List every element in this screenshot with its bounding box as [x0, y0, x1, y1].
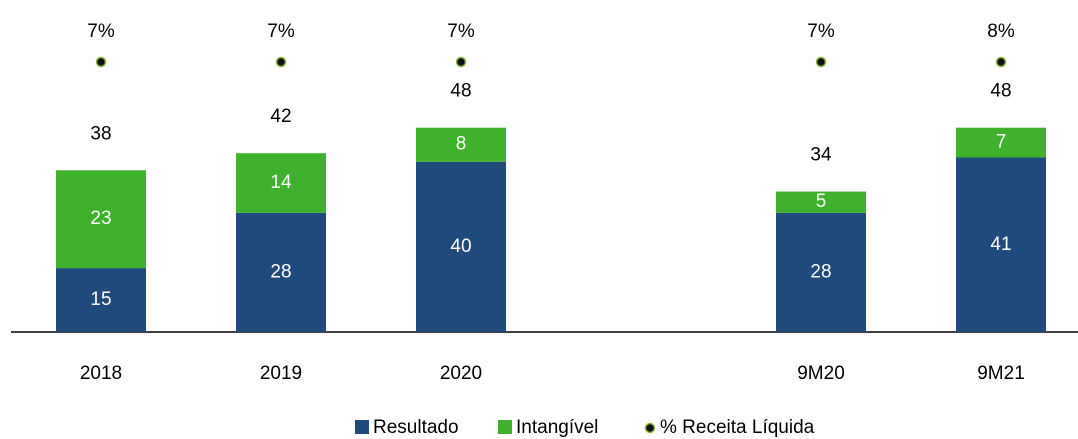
value-label: 14: [270, 172, 292, 193]
ratio-marker: [95, 56, 107, 68]
total-label: 42: [270, 106, 291, 127]
value-label: 41: [990, 234, 1011, 255]
x-tick-label: 9M21: [977, 363, 1025, 384]
ratio-marker: [995, 56, 1007, 68]
ratio-label: 7%: [807, 21, 835, 42]
bar-segment: [776, 191, 866, 213]
bar-segment: [776, 212, 866, 332]
total-label: 48: [450, 81, 471, 102]
value-label: 23: [90, 208, 111, 229]
bar-segment: [956, 127, 1046, 158]
legend-label: Intangível: [516, 417, 598, 438]
value-label: 7: [996, 132, 1007, 153]
value-label: 28: [270, 261, 291, 282]
legend-label: Resultado: [373, 417, 459, 438]
ratio-label: 7%: [267, 21, 295, 42]
x-tick-label: 2019: [260, 363, 302, 384]
bar-segment: [416, 161, 506, 332]
value-label: 28: [810, 261, 831, 282]
legend-label: % Receita Líquida: [660, 417, 815, 438]
ratio-marker: [815, 56, 827, 68]
bar-segment: [236, 212, 326, 332]
value-label: 8: [456, 134, 467, 155]
legend-swatch: [355, 420, 369, 434]
ratio-marker: [455, 56, 467, 68]
legend-swatch: [498, 420, 512, 434]
total-label: 34: [810, 145, 832, 166]
bar-segment: [956, 157, 1046, 332]
total-label: 38: [90, 123, 111, 144]
legend-marker: [644, 422, 656, 434]
ratio-label: 8%: [987, 21, 1015, 42]
x-tick-label: 2018: [80, 363, 122, 384]
total-label: 48: [990, 81, 1011, 102]
ratio-label: 7%: [447, 21, 475, 42]
value-label: 15: [90, 289, 111, 310]
x-tick-label: 2020: [440, 363, 482, 384]
ratio-marker: [275, 56, 287, 68]
value-label: 5: [816, 191, 827, 212]
ratio-label: 7%: [87, 21, 115, 42]
bar-segment: [416, 127, 506, 162]
value-label: 40: [450, 236, 471, 257]
x-tick-label: 9M20: [797, 363, 845, 384]
bar-segment: [56, 268, 146, 332]
bar-segment: [236, 153, 326, 213]
bar-segment: [56, 170, 146, 269]
